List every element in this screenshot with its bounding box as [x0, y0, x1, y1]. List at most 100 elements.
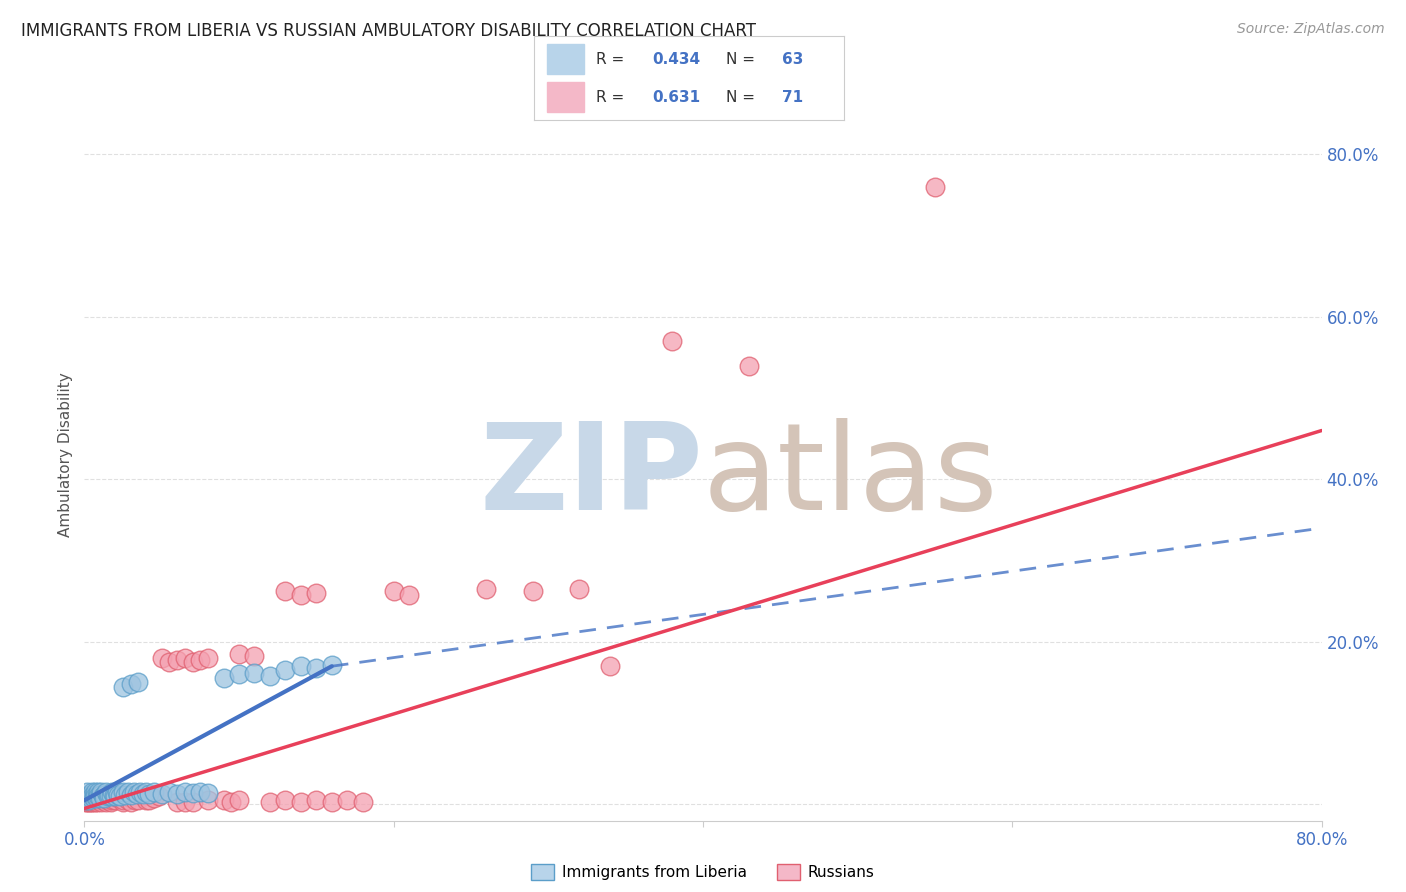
Point	[143, 785, 166, 799]
Point	[129, 785, 152, 799]
Point	[98, 790, 121, 805]
Point	[138, 793, 160, 807]
Point	[84, 785, 107, 799]
Point	[143, 790, 166, 805]
Point	[89, 788, 111, 802]
Point	[382, 584, 405, 599]
Legend: Immigrants from Liberia, Russians: Immigrants from Liberia, Russians	[524, 858, 882, 886]
Point	[82, 789, 104, 804]
Point	[112, 792, 135, 806]
Text: 63: 63	[782, 52, 803, 67]
Point	[127, 793, 149, 807]
Point	[86, 790, 108, 805]
Text: N =: N =	[725, 52, 759, 67]
Text: ZIP: ZIP	[479, 418, 703, 535]
Point	[124, 792, 146, 806]
Point	[82, 785, 104, 799]
Point	[197, 793, 219, 807]
Point	[321, 657, 343, 672]
Point	[101, 785, 124, 799]
Point	[290, 795, 312, 809]
Point	[104, 789, 127, 804]
Point	[94, 785, 117, 799]
Point	[93, 790, 115, 805]
Text: N =: N =	[725, 90, 759, 105]
Point	[75, 795, 97, 809]
Point	[166, 795, 188, 809]
Point	[522, 584, 544, 599]
Text: 0.631: 0.631	[652, 90, 700, 105]
Point	[228, 793, 250, 807]
Point	[125, 787, 148, 801]
Point	[96, 789, 118, 804]
Point	[90, 795, 112, 809]
Point	[305, 661, 328, 675]
Point	[166, 787, 188, 801]
Point	[76, 795, 98, 809]
Point	[89, 790, 111, 805]
Point	[107, 790, 129, 805]
Point	[219, 795, 242, 809]
Bar	[547, 44, 583, 74]
Point	[101, 792, 124, 806]
Point	[76, 793, 98, 807]
Point	[75, 789, 97, 804]
Point	[259, 795, 281, 809]
Point	[661, 334, 683, 348]
Point	[112, 680, 135, 694]
Point	[274, 793, 297, 807]
Point	[79, 790, 101, 805]
Point	[181, 786, 204, 800]
Point	[82, 791, 104, 805]
Point	[197, 786, 219, 800]
Point	[98, 788, 121, 802]
Point	[197, 651, 219, 665]
Point	[93, 793, 115, 807]
Point	[87, 785, 110, 799]
Point	[274, 663, 297, 677]
Point	[181, 655, 204, 669]
Point	[398, 588, 420, 602]
Point	[79, 795, 101, 809]
Point	[89, 790, 111, 805]
Point	[77, 793, 100, 807]
Point	[90, 785, 112, 799]
Point	[228, 667, 250, 681]
Point	[100, 795, 122, 809]
Point	[84, 789, 107, 804]
Point	[77, 793, 100, 807]
Point	[212, 793, 235, 807]
Point	[96, 793, 118, 807]
Point	[132, 789, 155, 804]
Point	[188, 653, 211, 667]
Point	[117, 785, 139, 799]
Point	[148, 789, 170, 804]
Point	[77, 789, 100, 804]
Point	[86, 793, 108, 807]
Point	[83, 788, 105, 802]
Point	[150, 651, 173, 665]
Text: 71: 71	[782, 90, 803, 105]
Point	[174, 651, 197, 665]
Point	[568, 582, 591, 596]
Point	[79, 788, 101, 802]
Text: IMMIGRANTS FROM LIBERIA VS RUSSIAN AMBULATORY DISABILITY CORRELATION CHART: IMMIGRANTS FROM LIBERIA VS RUSSIAN AMBUL…	[21, 22, 756, 40]
Point	[87, 789, 110, 804]
Point	[135, 785, 157, 799]
Point	[336, 793, 359, 807]
Point	[105, 785, 128, 799]
Point	[228, 647, 250, 661]
Point	[76, 790, 98, 805]
Point	[89, 793, 111, 807]
Point	[91, 792, 114, 806]
Point	[107, 788, 129, 802]
Point	[93, 788, 115, 802]
Point	[75, 793, 97, 807]
Point	[138, 787, 160, 801]
Point	[738, 359, 761, 373]
Point	[82, 795, 104, 809]
Point	[83, 790, 105, 805]
Point	[212, 672, 235, 686]
Point	[274, 584, 297, 599]
Point	[159, 785, 180, 799]
